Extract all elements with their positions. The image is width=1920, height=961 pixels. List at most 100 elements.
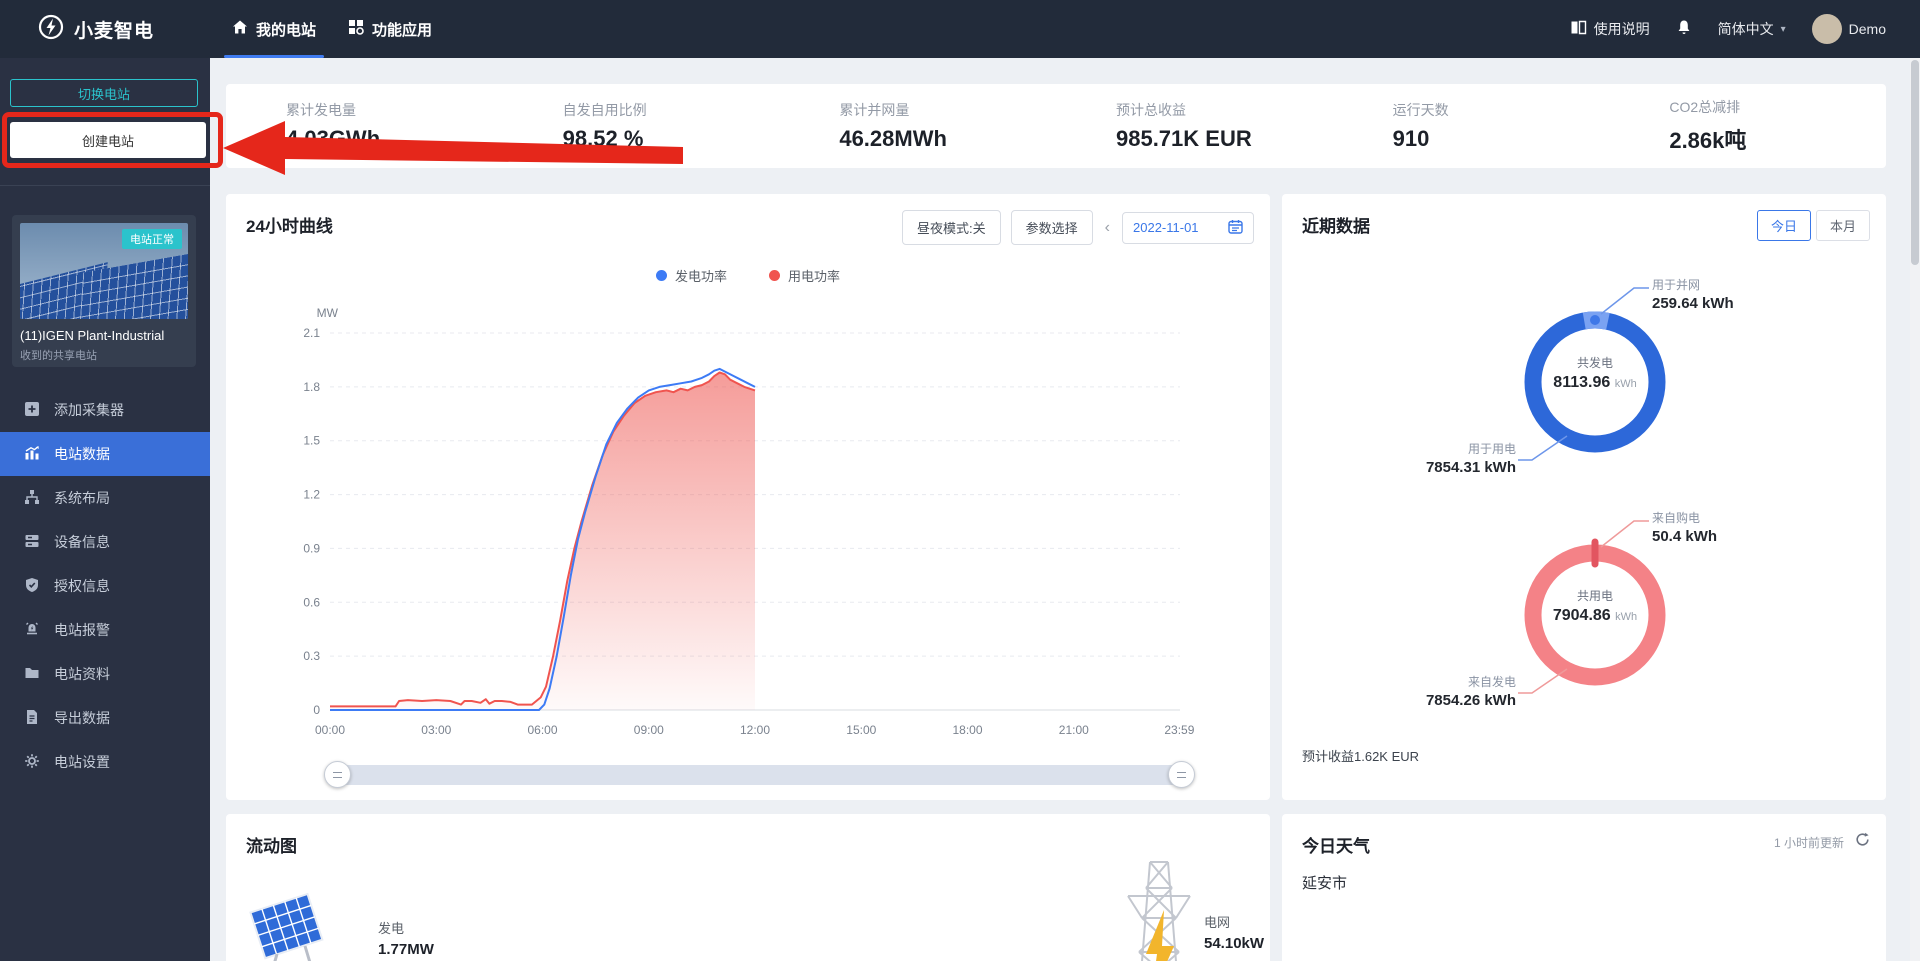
sidebar-item-export-data[interactable]: 导出数据: [0, 696, 210, 740]
y-axis-label: MW: [317, 306, 339, 320]
plant-photo: 电站正常: [20, 223, 188, 319]
x-axis-tick: 23:59: [1164, 723, 1194, 737]
sidebar-item-authorization[interactable]: 授权信息: [0, 564, 210, 608]
x-axis-tick: 00:00: [315, 723, 345, 737]
callout-self-consumed: 用于用电 7854.31 kWh: [1425, 442, 1516, 476]
consumption-donut-center: 共用电 7904.86 kWh: [1552, 589, 1638, 624]
area-fill: [330, 372, 755, 710]
series-line: [330, 371, 756, 708]
active-tab-underline: [224, 55, 325, 58]
y-axis-tick: 2.1: [303, 326, 320, 340]
callout-purchased: 来自购电 50.4 kWh: [1652, 511, 1718, 545]
sidebar-item-system-layout[interactable]: 系统布局: [0, 476, 210, 520]
y-axis-tick: 1.2: [303, 488, 320, 502]
prev-day-chevron[interactable]: ‹: [1104, 218, 1110, 236]
y-axis-tick: 0.6: [303, 595, 320, 609]
tab-label: 功能应用: [372, 21, 433, 39]
refresh-icon[interactable]: [1855, 832, 1870, 852]
tab-label: 我的电站: [256, 21, 317, 39]
recent-card-title: 近期数据: [1302, 217, 1370, 236]
create-plant-button[interactable]: 创建电站: [10, 122, 206, 158]
plus-square-icon: [24, 401, 40, 420]
flow-diagram-card: 流动图 发电 1.77MW 电网 54.10kW: [226, 814, 1270, 961]
stat-self-use-ratio: 自发自用比例 98.52 %: [562, 102, 647, 151]
recent-data-card: 近期数据 今日 本月 共发电 8113.96 kWh 用于并网 259.64 k…: [1282, 194, 1886, 800]
avatar: [1811, 14, 1842, 44]
x-axis-tick: 03:00: [421, 723, 451, 737]
brand: 小麦智电: [0, 14, 154, 45]
folder-icon: [24, 665, 40, 684]
plant-card[interactable]: 电站正常 (11)IGEN Plant-Industrial 收到的共享电站: [12, 215, 196, 367]
curve-card-title: 24小时曲线: [246, 217, 333, 236]
alarm-bell-icon: [24, 621, 40, 640]
tab-this-month[interactable]: 本月: [1815, 210, 1870, 241]
sidebar-item-plant-profile[interactable]: 电站资料: [0, 652, 210, 696]
chart-range-slider[interactable]: [324, 761, 1195, 788]
chart-legend: 发电功率 用电功率: [226, 266, 1270, 285]
curve-24h-card: 24小时曲线 昼夜模式:关 参数选择 ‹ 2022-11-01 发电功率 用电功…: [226, 194, 1270, 800]
estimated-income-note: 预计收益1.62K EUR: [1302, 749, 1420, 764]
red-legend-dot: [769, 270, 780, 281]
power-grid-tower-icon: [1124, 848, 1194, 961]
bar-chart-icon: [24, 445, 40, 464]
switch-plant-button[interactable]: 切换电站: [10, 79, 198, 107]
language-selector[interactable]: 简体中文 ▾: [1717, 21, 1786, 37]
slider-handle-left[interactable]: [324, 761, 351, 788]
divider: [0, 185, 210, 186]
status-badge: 电站正常: [122, 229, 182, 249]
sidebar-item-plant-data[interactable]: 电站数据: [0, 432, 210, 476]
tab-today[interactable]: 今日: [1756, 210, 1811, 241]
sidebar-item-add-collector[interactable]: 添加采集器: [0, 388, 210, 432]
series-line: [330, 367, 756, 711]
x-axis-tick: 06:00: [527, 723, 557, 737]
line-chart[interactable]: 0 0.3 0.6 0.9 1.2 1.5 1.8 2.1 MW 00:00 03:00 06:00 0…: [256, 298, 1236, 746]
username: Demo: [1848, 21, 1886, 37]
sidebar-item-plant-alarm[interactable]: 电站报警: [0, 608, 210, 652]
blue-legend-dot: [655, 270, 667, 281]
sidebar-item-device-info[interactable]: 设备信息: [0, 520, 210, 564]
app-title: 小麦智电: [74, 20, 155, 42]
generation-donut-center: 共发电 8113.96 kWh: [1553, 356, 1637, 391]
y-axis-tick: 1.8: [303, 380, 320, 394]
weather-updated-text: 1 小时前更新: [1773, 836, 1844, 850]
date-value: 2022-11-01: [1133, 220, 1199, 235]
stat-co2-reduction: CO2总减排 2.86k吨: [1669, 99, 1747, 153]
user-menu[interactable]: Demo: [1811, 14, 1886, 44]
weather-card: 今日天气 1 小时前更新 延安市: [1282, 814, 1886, 961]
y-axis-tick: 0: [313, 703, 320, 717]
stat-total-generation: 累计发电量 4.03GWh: [286, 102, 381, 151]
apps-grid-icon: [348, 19, 364, 39]
slider-handle-right[interactable]: [1168, 761, 1195, 788]
notifications-button[interactable]: [1676, 19, 1692, 39]
tab-my-plants[interactable]: 我的电站: [216, 0, 332, 58]
legend-generation-power[interactable]: 发电功率: [655, 266, 727, 285]
flow-card-title: 流动图: [246, 837, 297, 856]
parameter-select-button[interactable]: 参数选择: [1010, 210, 1093, 245]
period-tabs: 今日 本月: [1756, 210, 1870, 241]
consumption-callout-line-top: [1600, 520, 1649, 548]
sidebar: 切换电站 创建电站 电站正常 (11)IGEN Plant-Industrial…: [0, 58, 210, 961]
x-axis-tick: 15:00: [846, 723, 876, 737]
stat-running-days: 运行天数 910: [1392, 102, 1449, 151]
server-icon: [24, 533, 40, 552]
gear-icon: [24, 753, 40, 772]
navbar-right: 使用说明 简体中文 ▾ Demo: [1570, 14, 1920, 44]
help-link[interactable]: 使用说明: [1570, 19, 1650, 39]
sidebar-menu: 添加采集器 电站数据 系统布局 设备信息 授权信息 电站报警 电站资料 导出数: [0, 388, 210, 784]
scrollbar-thumb[interactable]: [1911, 60, 1919, 265]
y-axis-tick: 1.5: [303, 434, 320, 448]
x-axis-tick: 12:00: [740, 723, 770, 737]
x-axis-tick: 21:00: [1059, 723, 1089, 737]
date-picker[interactable]: 2022-11-01: [1122, 211, 1254, 244]
tab-apps[interactable]: 功能应用: [332, 0, 448, 58]
calendar-icon: [1228, 219, 1243, 237]
callout-from-generation: 来自发电 7854.26 kWh: [1425, 675, 1516, 709]
generation-node: 发电 1.77MW: [378, 921, 434, 958]
solar-panel-icon: [247, 888, 333, 961]
legend-consumption-power[interactable]: 用电功率: [769, 266, 840, 285]
window-scrollbar[interactable]: [1910, 58, 1920, 961]
day-night-mode-button[interactable]: 昼夜模式:关: [902, 210, 1001, 245]
stat-grid-feed: 累计并网量 46.28MWh: [839, 102, 947, 151]
sitemap-icon: [24, 489, 40, 508]
sidebar-item-plant-settings[interactable]: 电站设置: [0, 740, 210, 784]
